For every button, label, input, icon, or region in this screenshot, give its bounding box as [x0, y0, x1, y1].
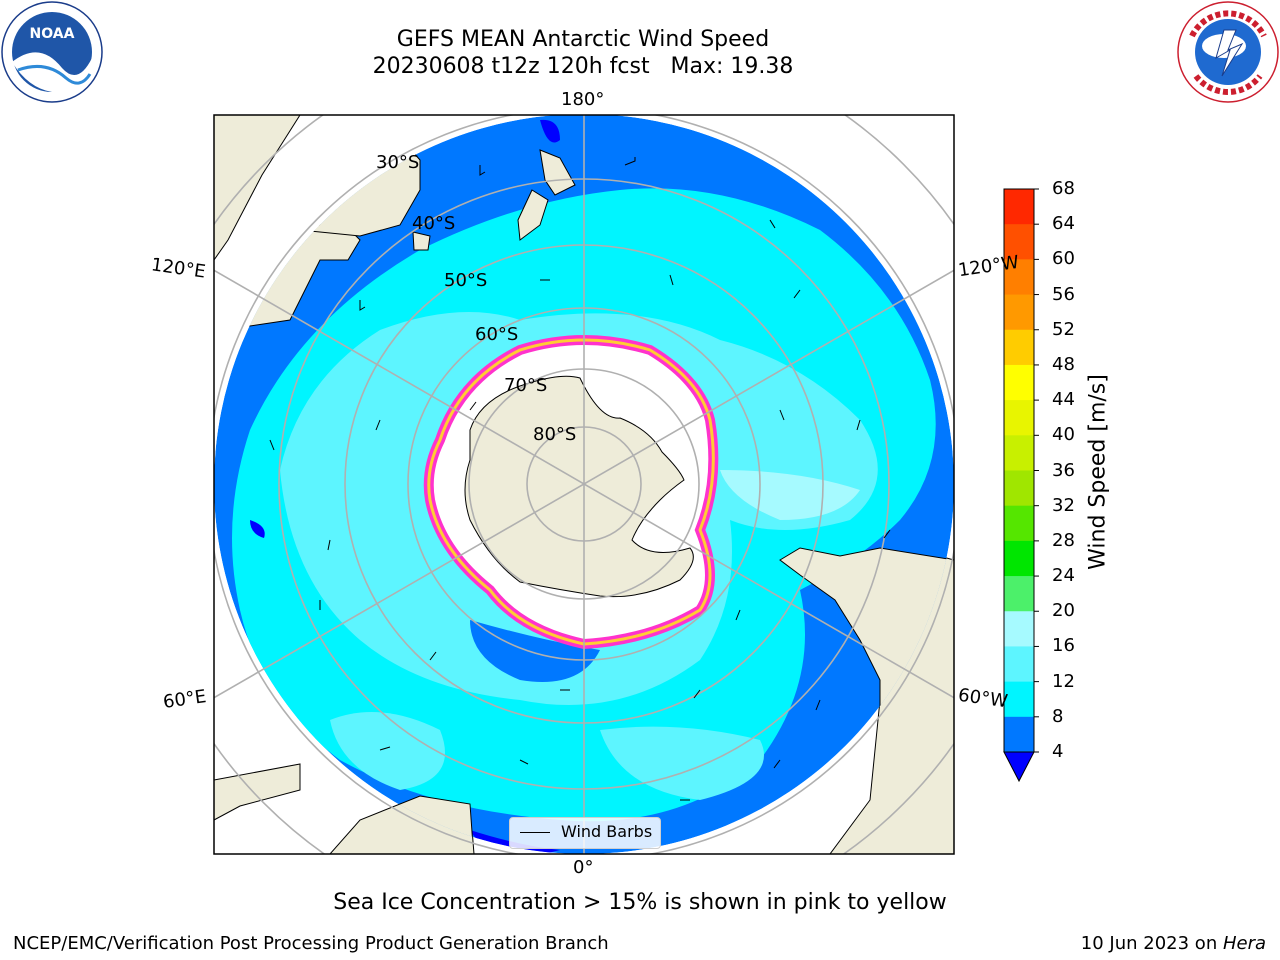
- colorbar-segment: [1004, 576, 1034, 612]
- colorbar-tick-label: 12: [1052, 670, 1075, 692]
- colorbar-tick-label: 44: [1052, 389, 1075, 411]
- colorbar-tick-label: 40: [1052, 424, 1075, 446]
- colorbar-segment: [1004, 400, 1034, 436]
- colorbar-segment: [1004, 646, 1034, 683]
- colorbar-segment: [1004, 329, 1034, 366]
- graticule: [214, 115, 954, 854]
- colorbar-tick-label: 24: [1052, 565, 1075, 587]
- colorbar: [1003, 188, 1039, 753]
- colorbar-segment: [1004, 611, 1034, 647]
- footer-right: 10 Jun 2023 on Hera: [1081, 933, 1266, 954]
- colorbar-tick-label: 68: [1052, 178, 1075, 199]
- colorbar-tick-label: 48: [1052, 353, 1075, 375]
- colorbar-tick-label: 4: [1052, 741, 1064, 762]
- colorbar-tick-label: 64: [1052, 213, 1075, 235]
- map-title: GEFS MEAN Antarctic Wind Speed: [396, 27, 770, 52]
- lat-label-60: 60°S: [475, 324, 519, 345]
- noaa-logo-text: NOAA: [30, 26, 75, 42]
- colorbar-tick-label: 28: [1052, 529, 1075, 551]
- lat-label-30: 30°S: [376, 152, 420, 173]
- colorbar-label: Wind Speed [m/s]: [1085, 374, 1111, 570]
- colorbar-segment: [1004, 681, 1034, 718]
- sea-ice-caption: Sea Ice Concentration > 15% is shown in …: [333, 890, 947, 915]
- colorbar-segment: [1004, 189, 1034, 225]
- colorbar-tick-label: 60: [1052, 248, 1075, 270]
- colorbar-tick-label: 16: [1052, 635, 1075, 657]
- colorbar-segment: [1004, 470, 1034, 507]
- nws-logo: [1177, 1, 1279, 103]
- lat-label-80: 80°S: [533, 424, 577, 445]
- colorbar-segment: [1004, 224, 1034, 260]
- legend-line-icon: [520, 832, 550, 833]
- footer-left: NCEP/EMC/Verification Post Processing Pr…: [13, 933, 609, 954]
- lon-label-top: 180°: [561, 89, 605, 110]
- footer-host: Hera: [1222, 933, 1266, 954]
- map-subtitle: 20230608 t12z 120h fcst Max: 19.38: [372, 54, 794, 79]
- colorbar-segment: [1004, 294, 1034, 331]
- colorbar-segment: [1004, 505, 1034, 542]
- legend-label: Wind Barbs: [561, 822, 653, 841]
- noaa-logo: NOAA: [1, 1, 103, 103]
- colorbar-segment: [1004, 259, 1034, 296]
- colorbar-tick-label: 20: [1052, 600, 1075, 622]
- colorbar-segment: [1004, 540, 1034, 577]
- colorbar-tick-label: 56: [1052, 283, 1075, 305]
- lat-label-50: 50°S: [444, 270, 488, 291]
- colorbar-tick-label: 8: [1052, 705, 1064, 727]
- lat-label-70: 70°S: [504, 375, 548, 396]
- colorbar-segment: [1004, 364, 1034, 401]
- lat-label-40: 40°S: [412, 213, 456, 234]
- colorbar-segment: [1004, 435, 1034, 471]
- map-frame: [213, 114, 955, 855]
- colorbar-tick-label: 52: [1052, 318, 1075, 340]
- colorbar-segment: [1004, 716, 1034, 753]
- lon-label-bottom: 0°: [573, 857, 594, 878]
- wind-barbs: [269, 157, 891, 801]
- colorbar-tick-label: 36: [1052, 459, 1075, 481]
- colorbar-under-arrow: [1003, 751, 1035, 783]
- wind-barbs-legend: Wind Barbs: [509, 817, 661, 849]
- colorbar-tick-label: 32: [1052, 494, 1075, 516]
- footer-date: 10 Jun 2023 on: [1080, 933, 1223, 954]
